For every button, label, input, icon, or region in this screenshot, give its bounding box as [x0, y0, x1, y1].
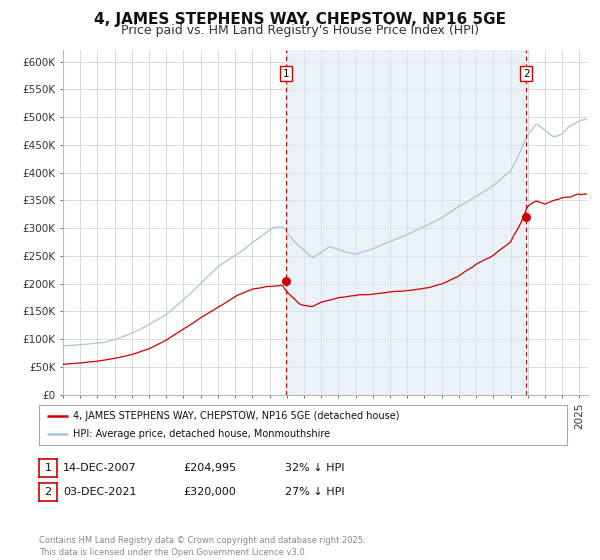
Text: £320,000: £320,000 — [183, 487, 236, 497]
Text: £204,995: £204,995 — [183, 463, 236, 473]
Bar — [286, 50, 526, 395]
Text: 03-DEC-2021: 03-DEC-2021 — [63, 487, 137, 497]
Text: Contains HM Land Registry data © Crown copyright and database right 2025.
This d: Contains HM Land Registry data © Crown c… — [39, 536, 365, 557]
Text: 1: 1 — [283, 69, 289, 79]
Text: 2: 2 — [523, 69, 530, 79]
Text: 4, JAMES STEPHENS WAY, CHEPSTOW, NP16 5GE: 4, JAMES STEPHENS WAY, CHEPSTOW, NP16 5G… — [94, 12, 506, 27]
Text: 27% ↓ HPI: 27% ↓ HPI — [285, 487, 344, 497]
Text: 14-DEC-2007: 14-DEC-2007 — [63, 463, 137, 473]
Text: 32% ↓ HPI: 32% ↓ HPI — [285, 463, 344, 473]
Text: 4, JAMES STEPHENS WAY, CHEPSTOW, NP16 5GE (detached house): 4, JAMES STEPHENS WAY, CHEPSTOW, NP16 5G… — [73, 411, 400, 421]
Text: Price paid vs. HM Land Registry's House Price Index (HPI): Price paid vs. HM Land Registry's House … — [121, 24, 479, 37]
Text: 1: 1 — [44, 463, 52, 473]
Text: 2: 2 — [44, 487, 52, 497]
Text: HPI: Average price, detached house, Monmouthshire: HPI: Average price, detached house, Monm… — [73, 430, 331, 439]
